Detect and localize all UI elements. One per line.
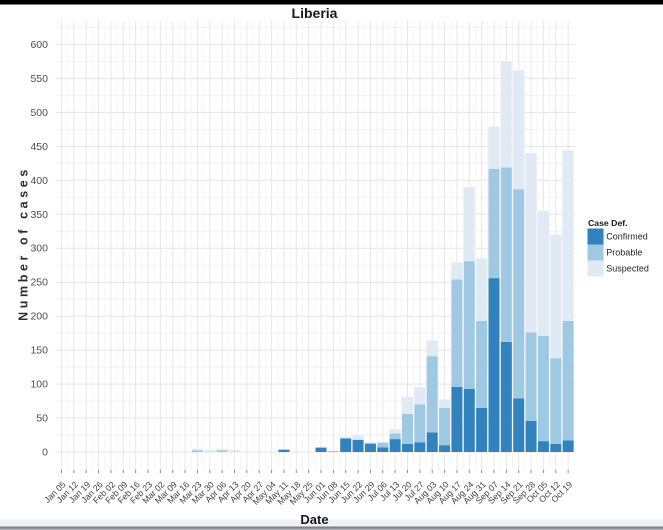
svg-text:550: 550 — [30, 73, 48, 85]
svg-text:Probable: Probable — [606, 247, 642, 257]
svg-text:400: 400 — [30, 175, 48, 187]
svg-text:100: 100 — [30, 379, 48, 391]
svg-text:Liberia: Liberia — [292, 5, 338, 21]
svg-text:0: 0 — [42, 447, 48, 459]
svg-text:500: 500 — [30, 107, 48, 119]
svg-text:200: 200 — [30, 311, 48, 323]
svg-text:150: 150 — [30, 345, 48, 357]
svg-text:Confirmed: Confirmed — [606, 231, 648, 241]
svg-text:350: 350 — [30, 209, 48, 221]
svg-text:450: 450 — [30, 141, 48, 153]
svg-text:600: 600 — [30, 39, 48, 51]
svg-text:50: 50 — [36, 413, 48, 425]
svg-text:300: 300 — [30, 243, 48, 255]
svg-text:250: 250 — [30, 277, 48, 289]
svg-text:Suspected: Suspected — [606, 263, 649, 273]
svg-text:Date: Date — [300, 512, 328, 527]
svg-text:Case Def.: Case Def. — [588, 218, 628, 228]
svg-text:Number of cases: Number of cases — [16, 166, 30, 321]
